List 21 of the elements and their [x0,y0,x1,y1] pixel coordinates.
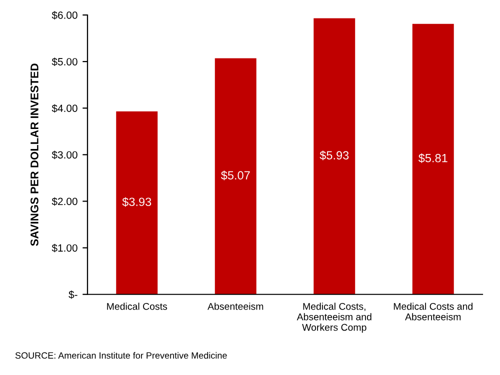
data-label: $5.07 [220,170,250,180]
source-note: SOURCE: American Institute for Preventive Medicine [15,352,227,359]
x-tick-label: Medical Costs and Absenteeism [394,302,472,320]
y-tick-label: $- [68,290,78,299]
x-tick-label: Absenteeism [208,302,264,310]
bar [214,58,256,294]
y-tick-label: $3.00 [52,150,78,160]
bar [314,18,356,294]
y-tick-label: $2.00 [52,197,78,206]
y-tick-label: $1.00 [52,244,78,252]
y-tick-label: $4.00 [52,104,78,113]
y-tick-label: $5.00 [52,58,78,66]
y-axis-title: SAVINGS PER DOLLAR INVESTED [30,64,38,246]
x-tick-label: Medical Costs [107,302,168,310]
data-label: $3.93 [122,197,152,207]
data-label: $5.93 [320,150,349,160]
bar [116,111,158,294]
y-tick-label: $6.00 [52,11,78,20]
data-label: $5.81 [418,153,448,163]
bar [412,24,454,294]
x-tick-label: Medical Costs, Absenteeism and Workers Comp [296,302,372,333]
